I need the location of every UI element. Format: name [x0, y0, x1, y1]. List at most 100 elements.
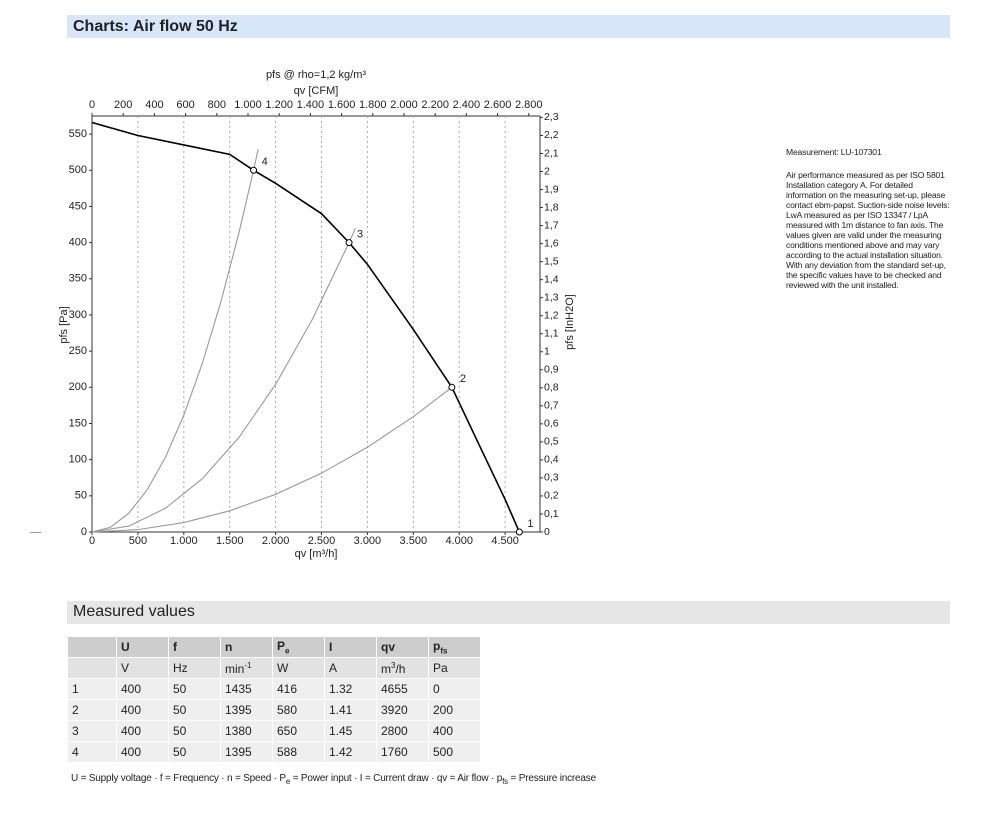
table-cell: 2: [68, 700, 116, 720]
table-cell: I: [325, 637, 376, 657]
table-cell: Hz: [169, 658, 220, 678]
y2-tick-label: 1,7: [544, 219, 559, 231]
table-row: 3 400 50 1380 650 1.45 2800 400: [68, 721, 480, 741]
table-row: 4 400 50 1395 588 1.42 1760 500: [68, 742, 480, 762]
x2-tick-label: 2.800: [515, 99, 543, 111]
x2-tick-label: 1.600: [328, 99, 356, 111]
x2-tick-label: 0: [89, 99, 95, 111]
point-label: 4: [262, 156, 268, 168]
table-cell: 0: [429, 679, 480, 699]
y-tick-label: 550: [69, 128, 87, 140]
cell-text: P: [277, 638, 286, 653]
table-cell: Pa: [429, 658, 480, 678]
table-cell: 400: [429, 721, 480, 741]
table-cell: 4655: [377, 679, 428, 699]
x-axis-title: qv [m³/h]: [295, 548, 338, 560]
x2-tick-label: 400: [145, 99, 163, 111]
operating-point: [345, 239, 353, 247]
y-tick-label: 250: [69, 345, 87, 357]
y2-tick-label: 0,3: [544, 472, 559, 484]
x-tick-label: 1.500: [216, 535, 244, 547]
table-cell: 1380: [221, 721, 272, 741]
y2-tick-label: 1,5: [544, 255, 559, 267]
x2-tick-label: 800: [208, 99, 226, 111]
x-tick-label: 2.000: [262, 535, 290, 547]
y2-tick-label: 1: [544, 346, 550, 358]
y-tick-label: 50: [75, 490, 87, 502]
point-label: 3: [357, 229, 363, 241]
y2-tick-label: 2,3: [544, 111, 559, 123]
operating-point: [448, 383, 456, 391]
curve: [91, 149, 259, 533]
y2-tick-label: 1,6: [544, 237, 559, 249]
footnote-text: = Pressure increase: [507, 773, 597, 784]
table-cell: 650: [273, 721, 324, 741]
table-cell: V: [117, 658, 168, 678]
x-tick-label: 500: [129, 535, 147, 547]
curve: [91, 386, 453, 533]
y-tick-label: 100: [69, 454, 87, 466]
table-cell: 1.45: [325, 721, 376, 741]
y2-tick-label: 0,1: [544, 508, 559, 520]
table-cell: 1.41: [325, 700, 376, 720]
footnote-sub: fs: [502, 777, 508, 786]
x2-tick-label: 2.600: [484, 99, 512, 111]
table-cell: [68, 658, 116, 678]
x-tick-label: 0: [89, 535, 95, 547]
x2-tick-label: 600: [176, 99, 194, 111]
y-tick-label: 150: [69, 417, 87, 429]
footnote-text: = Power input · I = Current draw · qv = …: [290, 773, 503, 784]
y2-tick-label: 2,1: [544, 147, 559, 159]
table-cell: 3: [68, 721, 116, 741]
cell-sup: -1: [244, 660, 252, 670]
table-cell: 200: [429, 700, 480, 720]
y-tick-label: 500: [69, 164, 87, 176]
y2-tick-label: 0,7: [544, 400, 559, 412]
table-cell: Pe: [273, 637, 324, 657]
x2-tick-label: 2.400: [453, 99, 481, 111]
footnote-text: U = Supply voltage · f = Frequency · n =…: [71, 773, 286, 784]
section-bar: Measured values: [67, 601, 950, 624]
cell-sub: e: [285, 646, 290, 656]
y-tick-label: 450: [69, 200, 87, 212]
x2-tick-label: 200: [114, 99, 132, 111]
x-tick-label: 2.500: [308, 535, 336, 547]
y2-tick-label: 0,8: [544, 382, 559, 394]
y-tick-label: 300: [69, 309, 87, 321]
y2-tick-label: 0,2: [544, 490, 559, 502]
table-cell: 1435: [221, 679, 272, 699]
table-cell: 416: [273, 679, 324, 699]
y-tick-label: 200: [69, 381, 87, 393]
y-tick-label: 350: [69, 273, 87, 285]
notes-text: Air performance measured as per ISO 5801…: [786, 170, 950, 290]
header-title: Charts: Air flow 50 Hz: [73, 18, 238, 35]
y2-tick-label: 0,5: [544, 436, 559, 448]
table-cell: 50: [169, 721, 220, 741]
y2-tick-label: 1,3: [544, 291, 559, 303]
y2-axis-title: pfs [InH2O]: [564, 294, 576, 350]
table-cell: 1395: [221, 742, 272, 762]
point-label: 2: [460, 373, 466, 385]
table-cell: 50: [169, 700, 220, 720]
x-tick-label: 1.000: [170, 535, 198, 547]
curve: [91, 227, 356, 533]
table-cell: f: [169, 637, 220, 657]
y2-tick-label: 1,8: [544, 201, 559, 213]
section-title: Measured values: [73, 603, 195, 620]
table-cell: 1.32: [325, 679, 376, 699]
x2-tick-label: 1.800: [359, 99, 387, 111]
x2-tick-label: 1.400: [297, 99, 325, 111]
y2-tick-label: 0: [544, 526, 550, 538]
cell-sub: fs: [440, 646, 448, 656]
x2-axis-title: qv [CFM]: [294, 85, 339, 97]
footnote: U = Supply voltage · f = Frequency · n =…: [71, 773, 596, 786]
x-tick-label: 3.500: [400, 535, 428, 547]
table-cell: 400: [117, 721, 168, 741]
x2-tick-label: 1.200: [265, 99, 293, 111]
point-label: 1: [527, 518, 533, 530]
curve: [91, 121, 521, 533]
